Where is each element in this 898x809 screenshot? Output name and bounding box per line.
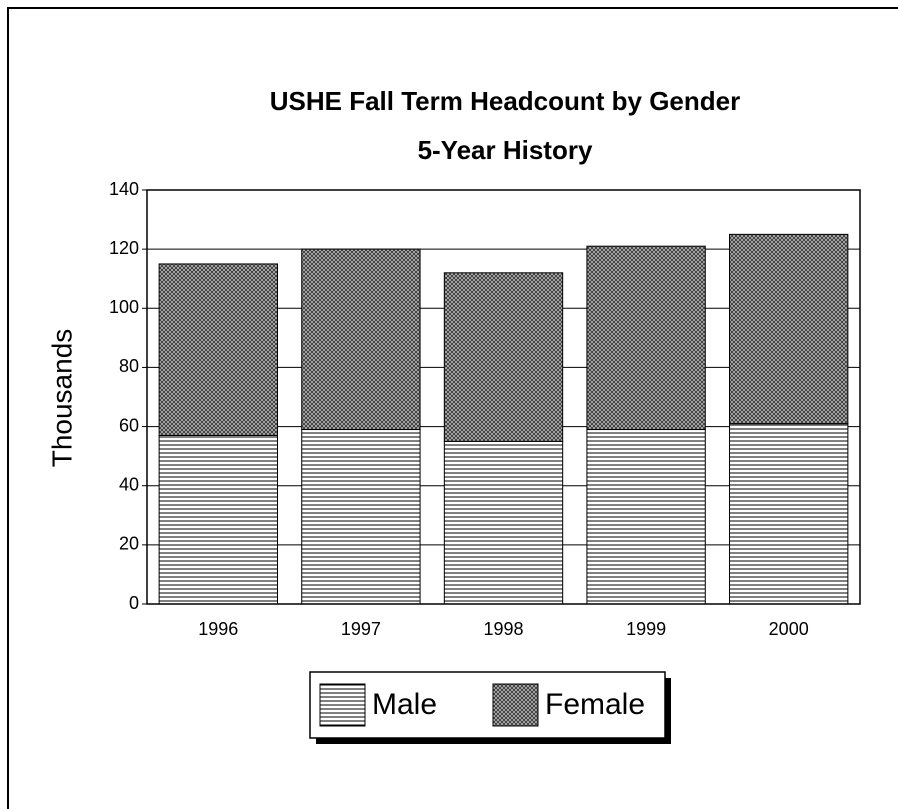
legend-label: Female [545, 688, 645, 721]
y-tick-label: 100 [109, 297, 139, 317]
x-tick-label: 1996 [198, 619, 238, 639]
chart-title: USHE Fall Term Headcount by Gender [270, 86, 741, 116]
y-tick-label: 120 [109, 238, 139, 258]
legend-label: Male [372, 688, 437, 721]
y-axis-label: Thousands [46, 329, 77, 468]
chart-subtitle: 5-Year History [418, 135, 593, 165]
y-tick-label: 20 [119, 534, 139, 554]
bar-segment [586, 245, 706, 431]
bar-segment [443, 440, 564, 605]
y-tick-label: 60 [119, 415, 139, 435]
bar-segment [301, 248, 421, 431]
bar-segment [729, 233, 849, 425]
y-tick-label: 140 [109, 179, 139, 199]
bar-segment [158, 263, 278, 436]
legend-items: Male Female [319, 683, 645, 727]
y-tick-label: 0 [129, 593, 139, 613]
legend-swatch [319, 683, 366, 727]
bar-segment [301, 429, 421, 605]
plot-frame [146, 189, 861, 605]
bar-segment [586, 429, 706, 605]
frame [7, 7, 898, 809]
legend-swatch [492, 683, 539, 727]
bar-segment [729, 423, 849, 605]
x-tick-label: 1998 [483, 619, 523, 639]
plot-area: 0 20 40 60 80 100 120 140 1996 1997 1998 1999 2000 [109, 179, 861, 639]
legend [309, 671, 666, 739]
bar-segment [158, 434, 278, 605]
x-tick-label: 1999 [626, 619, 666, 639]
y-tick-label: 80 [119, 356, 139, 376]
y-tick-label: 40 [119, 474, 139, 494]
x-tick-label: 2000 [769, 619, 809, 639]
x-tick-label: 1997 [341, 619, 381, 639]
bar-segment [443, 272, 564, 442]
